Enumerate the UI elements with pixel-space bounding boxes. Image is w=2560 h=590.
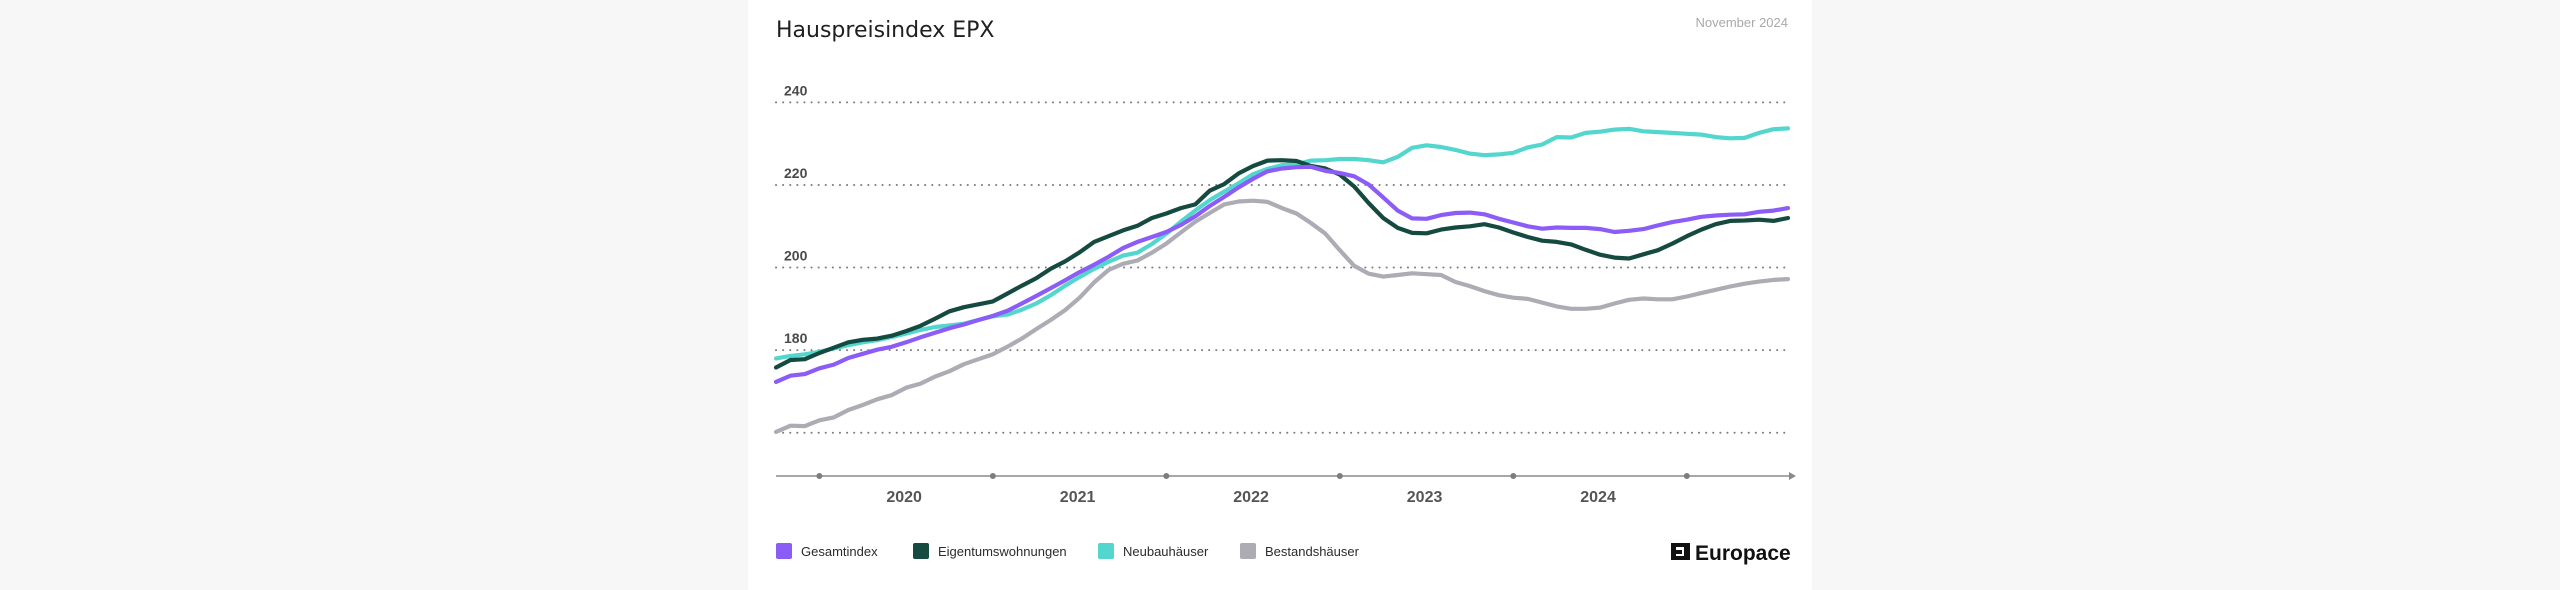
- legend-label: Neubauhäuser: [1123, 544, 1209, 559]
- grid-lines: [775, 101, 1791, 434]
- x-axis-tick: [1510, 473, 1517, 479]
- brand-name: Europace: [1695, 542, 1791, 565]
- x-tick-label: 2020: [886, 489, 922, 506]
- series-line-eigentumswohnungen: [773, 158, 1791, 370]
- legend-swatch: [1240, 543, 1256, 559]
- series-line-neubauhäuser: [773, 126, 1791, 361]
- y-tick-label: 220: [784, 165, 808, 181]
- legend-item: Eigentumswohnungen: [913, 543, 1067, 559]
- legend-label: Eigentumswohnungen: [938, 544, 1067, 559]
- x-axis-tick: [1683, 473, 1690, 479]
- y-tick-label: 180: [784, 330, 808, 346]
- chart-card: Hauspreisindex EPX November 2024 180 200 2…: [748, 0, 1812, 590]
- legend-swatch: [776, 543, 792, 559]
- x-tick-label: 2021: [1060, 489, 1096, 506]
- x-tick-label: 2024: [1580, 489, 1616, 506]
- legend-item: Neubauhäuser: [1098, 543, 1209, 559]
- chart: Hauspreisindex EPX November 2024 180 200 2…: [773, 15, 1796, 565]
- chart-title: Hauspreisindex EPX: [776, 18, 995, 43]
- x-axis-labels: 2020 2021 2022 2023 2024: [886, 489, 1616, 506]
- x-axis-tick: [1163, 473, 1170, 479]
- legend-item: Bestandshäuser: [1240, 543, 1360, 559]
- y-tick-label: 200: [784, 248, 808, 264]
- series-line-gesamtindex: [773, 164, 1791, 384]
- europace-logo: Europace: [1671, 542, 1791, 565]
- date-label: November 2024: [1696, 15, 1789, 30]
- legend: Gesamtindex Eigentumswohnungen Neubauhäuse…: [776, 543, 1360, 559]
- legend-label: Gesamtindex: [801, 544, 878, 559]
- legend-swatch: [1098, 543, 1114, 559]
- x-axis-arrow-icon: [1789, 472, 1796, 480]
- x-tick-label: 2023: [1407, 489, 1443, 506]
- europace-logo-icon: [1671, 543, 1690, 560]
- series-line-bestandshäuser: [773, 198, 1791, 434]
- legend-item: Gesamtindex: [776, 543, 878, 559]
- series-lines: [773, 126, 1791, 434]
- legend-swatch: [913, 543, 929, 559]
- x-axis-tick: [816, 473, 823, 479]
- x-axis-tick: [1336, 473, 1343, 479]
- legend-label: Bestandshäuser: [1265, 544, 1360, 559]
- x-axis-ticks: [816, 473, 1690, 479]
- y-axis-ticks: 180 200 220 240: [784, 82, 808, 346]
- x-axis-tick: [989, 473, 996, 479]
- x-tick-label: 2022: [1233, 489, 1269, 506]
- y-tick-label: 240: [784, 82, 808, 98]
